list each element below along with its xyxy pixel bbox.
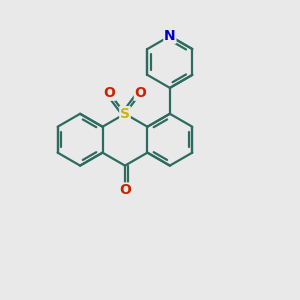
Text: O: O: [103, 86, 116, 100]
Text: O: O: [135, 86, 146, 100]
Text: O: O: [119, 183, 131, 197]
Text: N: N: [164, 29, 176, 43]
Text: S: S: [120, 107, 130, 121]
